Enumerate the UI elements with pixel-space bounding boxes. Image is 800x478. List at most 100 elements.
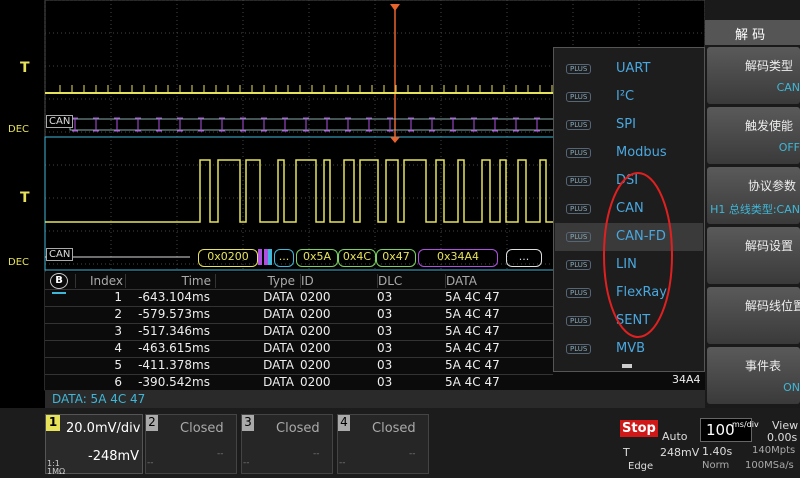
decode-bit-mark [264, 249, 268, 265]
table-cell: 2 [114, 307, 122, 321]
side-menu-button[interactable] [707, 107, 800, 164]
decode-frame-mark [240, 117, 246, 132]
protocol-option[interactable]: FlexRay [616, 285, 667, 300]
side-menu-label: 事件表 [745, 359, 782, 373]
table-cell: 5A 4C 47 [445, 324, 500, 338]
decode-frame-mark [114, 117, 120, 132]
decode-frame-mark [156, 117, 162, 132]
trigger-source: T [623, 446, 630, 459]
table-overflow-text: 34A4 [672, 373, 701, 386]
table-cell: 03 [377, 358, 393, 372]
side-menu-button[interactable] [707, 227, 800, 284]
protocol-option[interactable]: SENT [616, 313, 651, 328]
ch1-panel[interactable] [45, 414, 143, 474]
table-cell: -517.346ms [138, 324, 210, 338]
table-row-sep [45, 357, 553, 358]
side-menu-label: 解码类型 [745, 59, 794, 73]
channel-panel[interactable] [337, 414, 429, 474]
decode-frame-mark [324, 117, 330, 132]
plus-badge: PLUS [566, 120, 592, 130]
decode-frame-mark [261, 117, 267, 132]
side-menu-label: 协议参数 [748, 179, 797, 193]
table-header: DLC [377, 274, 441, 288]
table-cell: 0200 [300, 358, 331, 372]
protocol-option[interactable]: SPI [616, 117, 636, 132]
view-label: View [772, 419, 799, 432]
protocol-option[interactable]: UART [616, 61, 651, 76]
table-cell: 5A 4C 47 [445, 290, 500, 304]
side-menu-value: ON [783, 381, 800, 394]
table-row-sep [45, 306, 553, 307]
side-menu-button[interactable] [707, 167, 800, 224]
decode-segment: 0x4C [338, 249, 376, 267]
plus-badge: PLUS [566, 148, 592, 158]
decode-label: DEC [8, 124, 30, 135]
table-cell: 03 [377, 290, 393, 304]
decode-frame-mark [282, 117, 288, 132]
ch1-offset: -248mV [88, 449, 140, 464]
plus-badge: PLUS [566, 316, 592, 326]
channel-panel[interactable] [241, 414, 333, 474]
decode-segment: 0x47 [376, 249, 416, 267]
decode-frame-mark [387, 117, 393, 132]
channel-panel[interactable] [145, 414, 237, 474]
protocol-option[interactable]: LIN [616, 257, 637, 272]
trigger-arrow [390, 137, 400, 143]
side-menu-button[interactable] [707, 347, 800, 404]
table-cell: 5A 4C 47 [445, 358, 500, 372]
protocol-option[interactable]: CAN-FD [616, 229, 666, 244]
side-menu-title: 解 码 [735, 28, 766, 43]
table-row-sep [45, 289, 553, 290]
table-cell: -463.615ms [138, 341, 210, 355]
decode-frame-mark [135, 117, 141, 132]
trigger-level: 248mV [660, 446, 700, 459]
decode-frame-mark [303, 117, 309, 132]
table-header: Index [75, 274, 123, 288]
status-text: DATA: 5A 4C 47 [52, 392, 146, 406]
trigger-level-label: T [20, 190, 30, 206]
decode-segment: ... [506, 249, 542, 267]
table-cell: DATA [263, 290, 294, 304]
timebase: 100 [706, 421, 735, 439]
run-state[interactable]: Stop [620, 420, 658, 437]
side-menu-button[interactable] [707, 287, 800, 344]
ch1-number: 1 [46, 415, 60, 431]
table-cell: DATA [263, 358, 294, 372]
table-cell: 0200 [300, 375, 331, 389]
table-icon: B [50, 273, 68, 289]
side-menu-button[interactable] [707, 47, 800, 104]
view: 0.00s [767, 431, 798, 444]
side-menu-header [705, 20, 800, 45]
plus-badge: PLUS [566, 232, 592, 242]
ch1-probe: 1:1 [47, 459, 60, 468]
decode-segment: 0x0200 [198, 249, 258, 267]
decode-frame-mark [408, 117, 414, 132]
table-cell: -411.378ms [138, 358, 210, 372]
decode-segment: ... [274, 249, 294, 267]
side-menu-value: CAN [776, 81, 800, 94]
side-menu-value: H1 总线类型:CAN [710, 203, 800, 216]
protocol-option[interactable]: MVB [616, 341, 646, 356]
timebase-panel[interactable] [700, 418, 752, 442]
protocol-option[interactable]: CAN [616, 201, 644, 216]
decode-frame-mark [177, 117, 183, 132]
table-cell: 03 [377, 375, 393, 389]
trigger-arrow [390, 4, 400, 11]
channel-state: Closed [180, 421, 224, 436]
table-cell: DATA [263, 307, 294, 321]
protocol-option[interactable]: DSI [616, 173, 639, 188]
table-cell: 1 [114, 290, 122, 304]
table-cell: 5A 4C 47 [445, 375, 500, 389]
acq-mode: Norm [702, 460, 730, 471]
protocol-option[interactable]: Modbus [616, 145, 667, 160]
channel-state: Closed [276, 421, 320, 436]
table-cell: 3 [114, 324, 122, 338]
trigger-type: Edge [628, 461, 654, 472]
table-cell: -390.542ms [138, 375, 210, 389]
table-cell: DATA [263, 324, 294, 338]
table-header: DATA [445, 274, 554, 288]
decode-frame-mark [366, 117, 372, 132]
protocol-option[interactable]: I²C [616, 89, 635, 104]
decode-frame-mark [471, 117, 477, 132]
